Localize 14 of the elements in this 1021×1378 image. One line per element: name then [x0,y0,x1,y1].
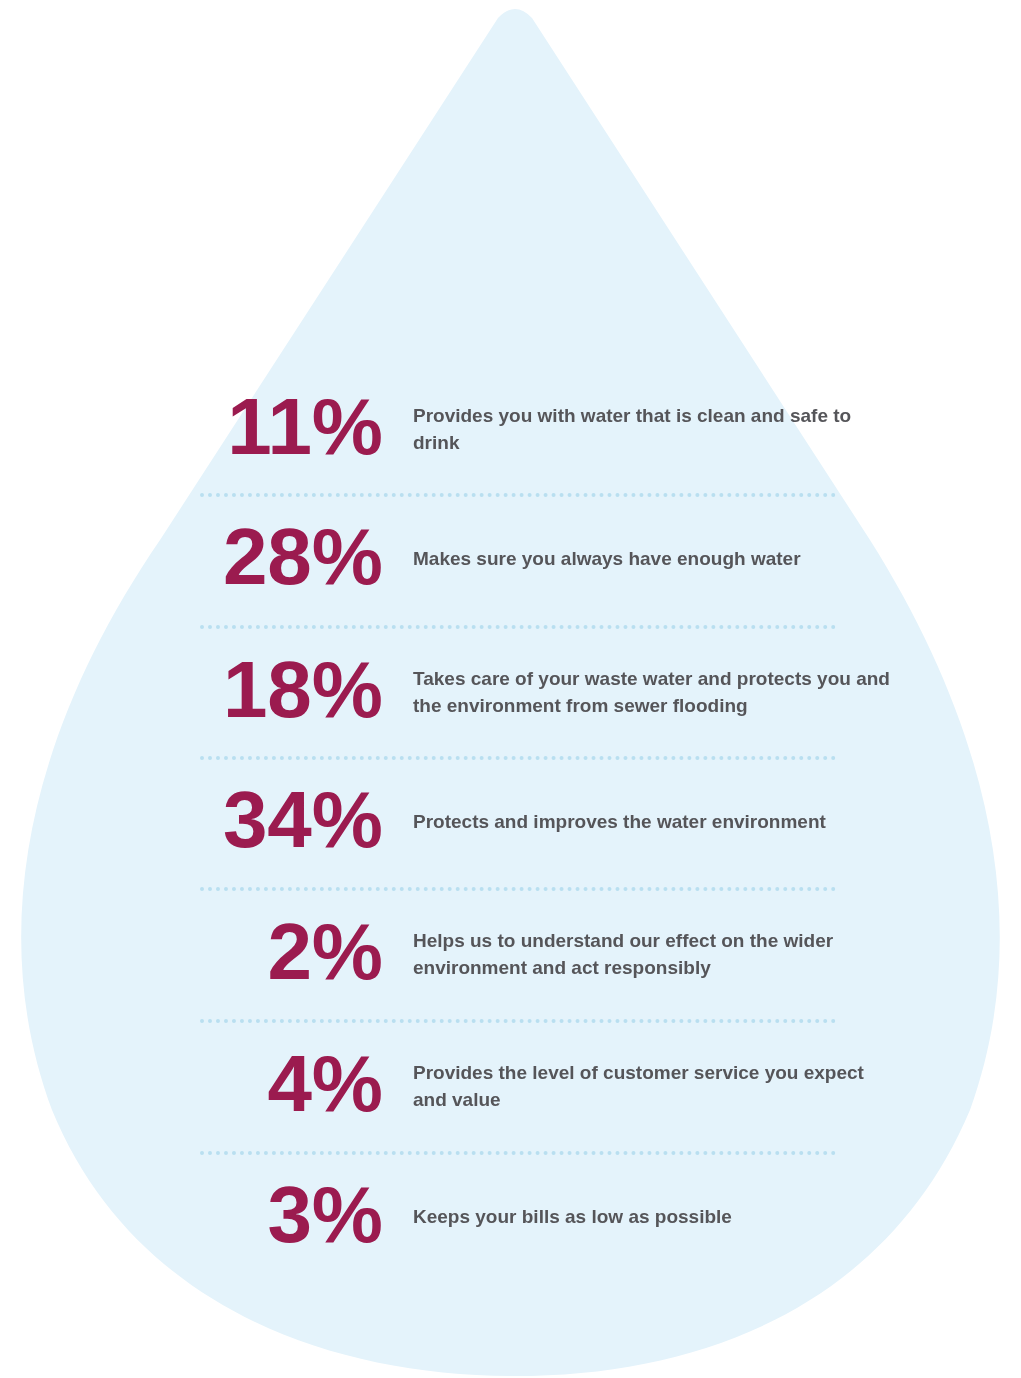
data-label: 4% [267,1039,383,1129]
data-label: 11% [227,382,383,472]
data-label: 18% [222,645,383,735]
data-label: 34% [222,775,383,865]
category-label: Helps us to understand our effect on the wider environment and act responsibly [413,929,834,978]
category-label: Provides you with water that is clean and safe to drink [413,404,852,453]
data-label: 28% [222,512,383,602]
category-label: Takes care of your waste water and protects you and the environment from sewer flooding [413,667,890,716]
category-label: Keeps your bills as low as possible [413,1206,732,1228]
category-label: Makes sure you always have enough water [413,548,802,570]
data-label: 3% [267,1170,383,1260]
data-label: 2% [267,907,383,997]
category-label: Provides the level of customer service you expect and value [413,1061,865,1110]
category-label: Protects and improves the water environment [413,811,827,833]
